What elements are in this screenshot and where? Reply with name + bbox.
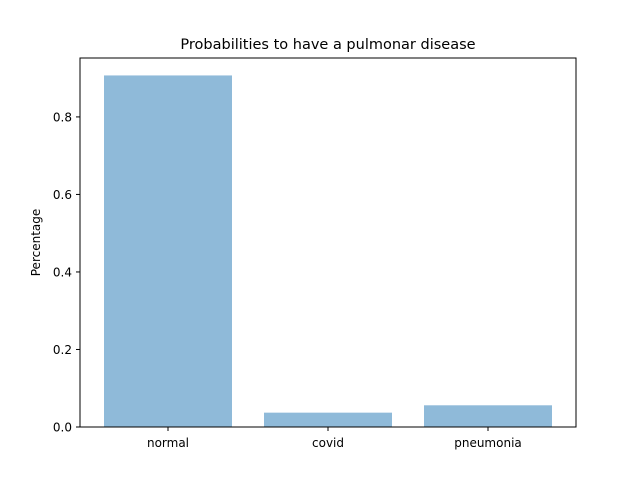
- chart-title: Probabilities to have a pulmonar disease: [180, 37, 475, 53]
- y-axis: 0.0 0.2 0.4 0.6 0.8: [53, 110, 80, 435]
- x-axis: normal covid pneumonia: [147, 427, 522, 450]
- bar-pneumonia: [424, 405, 552, 427]
- x-tick-label: covid: [312, 436, 344, 450]
- bar-normal: [104, 75, 232, 427]
- y-tick-label: 0.6: [53, 188, 72, 202]
- y-axis-label: Percentage: [29, 209, 43, 277]
- bars-group: [104, 75, 552, 427]
- x-tick-label: normal: [147, 436, 189, 450]
- bar-covid: [264, 412, 392, 427]
- y-tick-label: 0.8: [53, 110, 72, 124]
- y-tick-label: 0.0: [53, 421, 72, 435]
- y-tick-label: 0.2: [53, 343, 72, 357]
- x-tick-label: pneumonia: [454, 436, 522, 450]
- y-tick-label: 0.4: [53, 265, 72, 279]
